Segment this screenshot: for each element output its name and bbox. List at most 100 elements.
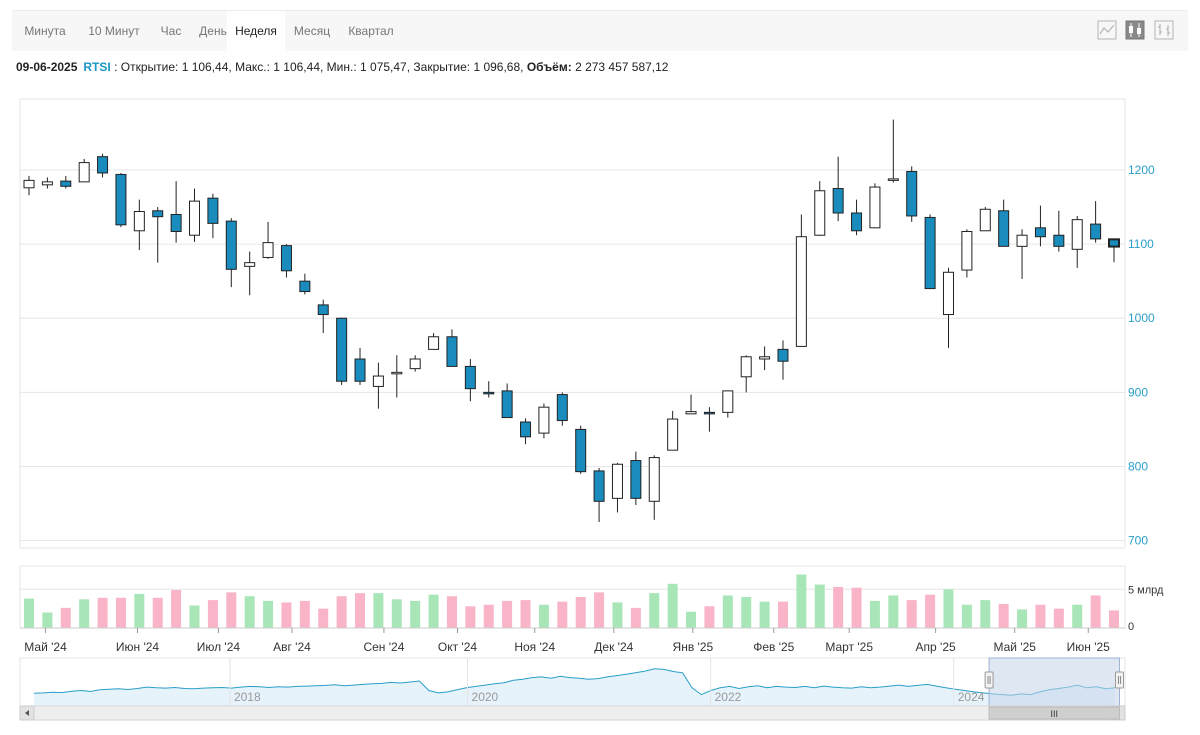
navigator-handle-grip[interactable] [984, 671, 994, 689]
volume-bar [557, 601, 568, 628]
candle[interactable] [446, 329, 458, 367]
scrollbar-track[interactable] [19, 705, 1126, 721]
ohlc-bars-icon[interactable] [1154, 20, 1174, 40]
candle[interactable] [262, 221, 274, 259]
candle[interactable] [372, 362, 384, 409]
candle[interactable] [78, 158, 90, 183]
candle[interactable] [1016, 229, 1028, 279]
candle[interactable] [97, 153, 109, 178]
tab-hour[interactable]: Час [160, 24, 182, 38]
candle[interactable] [924, 214, 936, 290]
candle[interactable] [1034, 205, 1046, 247]
candle[interactable] [740, 355, 752, 393]
volume-bar [722, 595, 733, 628]
candle[interactable] [115, 172, 127, 228]
tab-quarter[interactable]: Квартал [348, 24, 394, 38]
tab-week[interactable]: Неделя [227, 11, 285, 51]
candle[interactable] [189, 188, 201, 242]
candlestick-icon[interactable] [1125, 20, 1145, 40]
candle[interactable] [60, 175, 72, 189]
candle[interactable] [814, 181, 826, 236]
candle[interactable] [887, 119, 899, 183]
candle[interactable] [795, 214, 807, 347]
candle[interactable] [759, 346, 771, 371]
candle[interactable] [428, 333, 440, 350]
candle[interactable] [280, 244, 292, 278]
volume-bar [1017, 609, 1028, 628]
scrollbar-thumb[interactable] [988, 706, 1120, 720]
navigator-handle[interactable] [984, 671, 994, 689]
tab-month[interactable]: Месяц [293, 24, 331, 38]
candle-body [648, 457, 660, 502]
candle[interactable] [1053, 210, 1065, 252]
candle[interactable] [667, 410, 679, 451]
candle[interactable] [1071, 215, 1083, 268]
volume-bar [612, 602, 623, 628]
close-value: 1 096,68 [473, 60, 521, 74]
candle[interactable] [593, 467, 605, 523]
candle[interactable] [391, 355, 403, 398]
candle-body [667, 418, 679, 451]
navigator-year-label: 2020 [472, 690, 499, 704]
candle[interactable] [244, 251, 256, 296]
candle[interactable] [170, 181, 182, 243]
candle-body [446, 336, 458, 367]
candle[interactable] [464, 359, 476, 402]
tab-10-minutes[interactable]: 10 Минут [88, 24, 140, 38]
navigator-handle-grip[interactable] [1114, 671, 1124, 689]
candle[interactable] [152, 207, 164, 263]
candle[interactable] [336, 317, 348, 385]
candle[interactable] [575, 425, 587, 474]
candle[interactable] [41, 177, 53, 189]
candle[interactable] [942, 267, 954, 348]
candle-body [170, 213, 182, 233]
volume-bar [1090, 595, 1101, 628]
candle[interactable] [611, 462, 623, 513]
line-chart-icon[interactable] [1097, 20, 1117, 40]
candle[interactable] [354, 347, 366, 385]
candle[interactable] [648, 455, 660, 520]
candle[interactable] [961, 229, 973, 278]
candle[interactable] [851, 199, 863, 236]
volume-bar [115, 597, 126, 628]
candle[interactable] [133, 199, 145, 251]
volume-bar [998, 603, 1009, 628]
tab-day[interactable]: День [199, 24, 227, 38]
candle[interactable] [703, 407, 715, 432]
candle[interactable] [207, 193, 219, 239]
candle[interactable] [722, 390, 734, 418]
candle[interactable] [906, 166, 918, 222]
candle[interactable] [1108, 238, 1120, 263]
candle[interactable] [777, 340, 789, 380]
candle[interactable] [225, 218, 237, 288]
info-symbol[interactable]: RTSI [83, 60, 111, 74]
volume-bar [152, 597, 163, 628]
candle[interactable] [1090, 201, 1102, 243]
candle[interactable] [869, 183, 881, 229]
candle[interactable] [979, 207, 991, 232]
candle-body [740, 356, 752, 378]
candle[interactable] [299, 273, 311, 295]
candle[interactable] [409, 355, 421, 372]
volume-bar [244, 596, 255, 628]
candle[interactable] [556, 392, 568, 426]
navigator-selection[interactable] [988, 657, 1120, 707]
candle[interactable] [630, 451, 642, 506]
volume-bar [79, 599, 90, 628]
candle[interactable] [520, 418, 532, 445]
candle[interactable] [317, 299, 329, 334]
candle[interactable] [998, 199, 1010, 247]
candle[interactable] [23, 175, 35, 196]
candle[interactable] [501, 383, 513, 419]
volume-bar [391, 599, 402, 628]
candle[interactable] [685, 394, 697, 415]
candle[interactable] [832, 156, 844, 222]
candle[interactable] [538, 403, 550, 439]
volume-bar [263, 600, 274, 628]
candle-body [851, 212, 863, 232]
navigator-handle[interactable] [1114, 671, 1124, 689]
tab-minute[interactable]: Минута [24, 24, 66, 38]
y-tick-label: 1200 [1128, 163, 1155, 177]
candle[interactable] [483, 381, 495, 398]
